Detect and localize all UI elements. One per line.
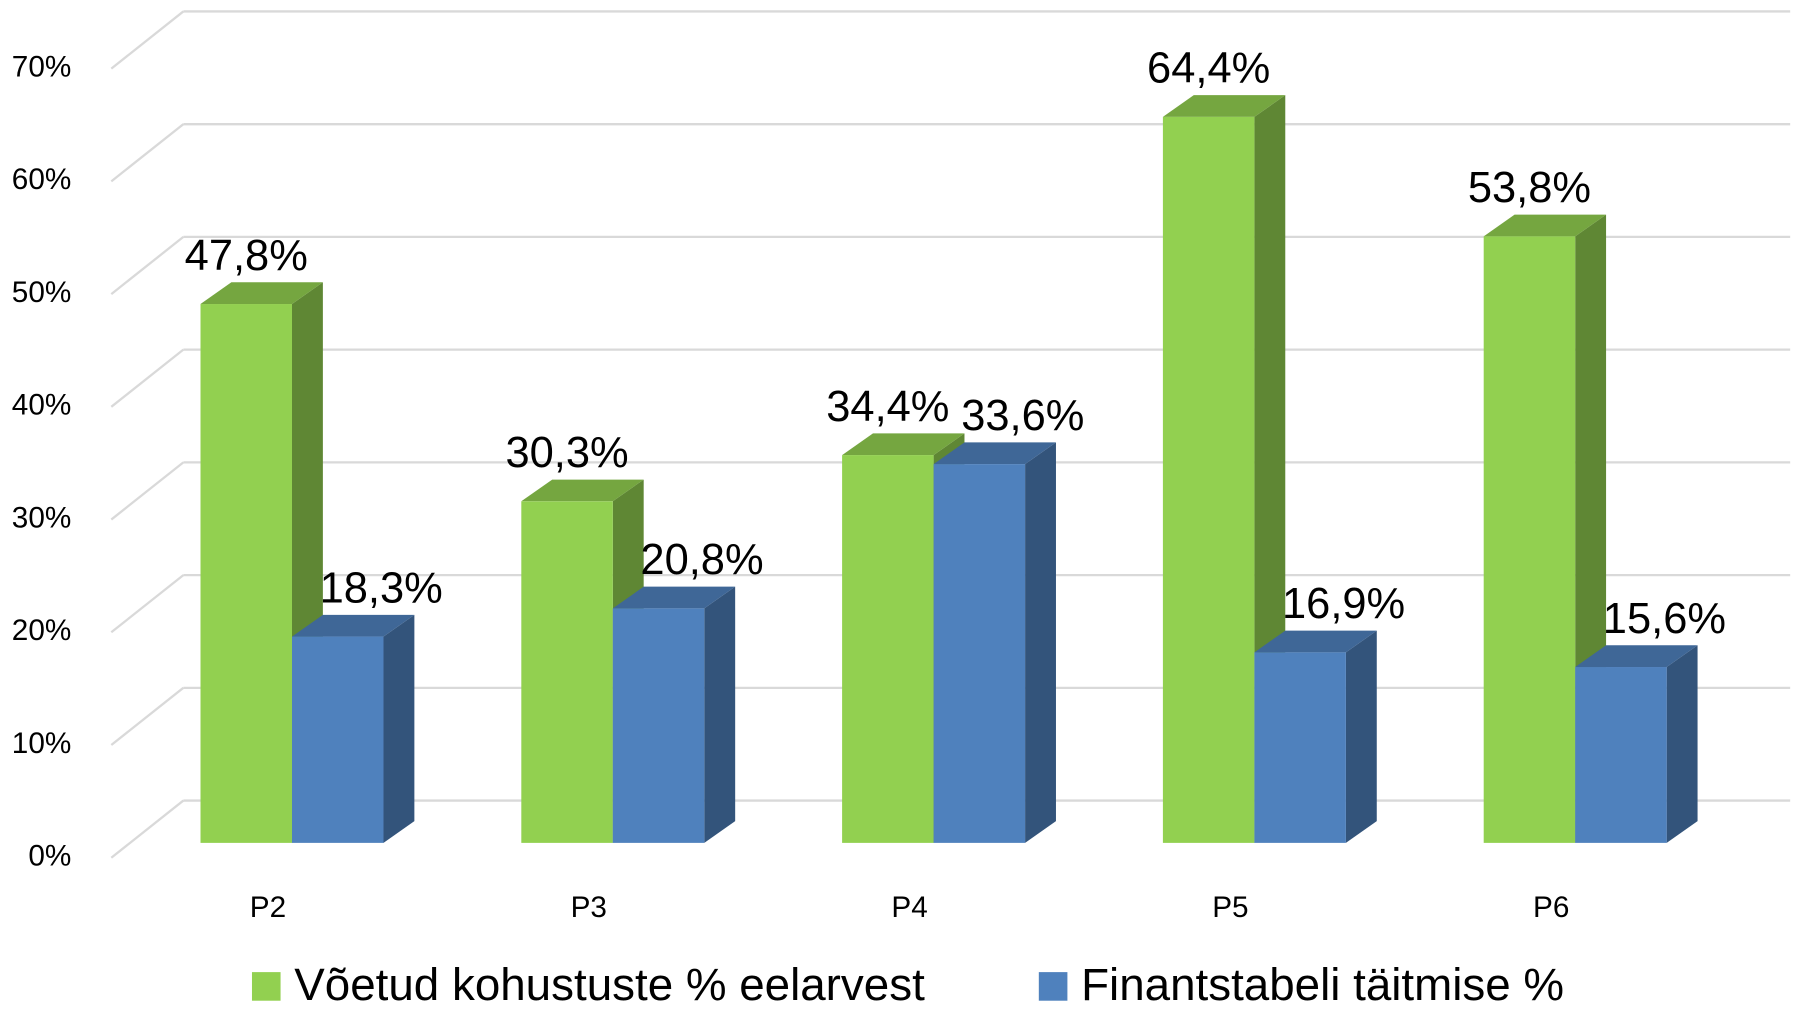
data-label: 53,8% xyxy=(1468,164,1591,212)
bar-top xyxy=(1483,214,1607,237)
bar xyxy=(933,464,1026,843)
x-tick-label: P2 xyxy=(250,891,286,924)
grid-diagonal xyxy=(110,236,185,295)
y-tick-label: 10% xyxy=(12,727,71,760)
x-tick-label: P5 xyxy=(1212,891,1248,924)
bar xyxy=(200,304,293,843)
legend-swatch xyxy=(1038,972,1068,1001)
y-tick-label: 40% xyxy=(12,389,71,422)
data-label: 33,6% xyxy=(961,392,1084,440)
grid-diagonal xyxy=(110,348,185,408)
grid-diagonal xyxy=(110,461,185,521)
x-tick-label: P6 xyxy=(1533,891,1569,924)
bar-top xyxy=(933,442,1056,465)
bar xyxy=(1162,116,1255,843)
data-label: 64,4% xyxy=(1147,45,1270,93)
bar xyxy=(842,455,934,843)
x-tick-label: P4 xyxy=(891,891,927,924)
y-tick-label: 60% xyxy=(12,163,71,196)
data-label: 30,3% xyxy=(505,429,628,477)
y-tick-label: 70% xyxy=(12,50,71,83)
bar-top xyxy=(1575,645,1698,668)
bar-top xyxy=(612,586,736,609)
grid-diagonal xyxy=(110,123,185,183)
bar-side xyxy=(1345,630,1377,843)
grid-diagonal xyxy=(110,574,185,634)
bar-top xyxy=(1254,630,1377,653)
data-label: 15,6% xyxy=(1603,595,1726,643)
bar xyxy=(1483,236,1576,843)
grid-diagonal xyxy=(110,799,185,859)
data-label: 20,8% xyxy=(640,536,763,584)
bar-top xyxy=(1162,95,1286,117)
bar xyxy=(1254,652,1346,843)
grid-diagonal xyxy=(110,686,185,746)
legend-swatch xyxy=(251,972,281,1001)
bar xyxy=(1575,667,1667,843)
bar-top xyxy=(200,282,323,305)
y-tick-label: 20% xyxy=(12,614,71,647)
data-label: 18,3% xyxy=(320,564,443,612)
y-tick-label: 0% xyxy=(28,840,71,873)
data-label: 34,4% xyxy=(826,383,949,431)
x-tick-label: P3 xyxy=(571,891,607,924)
bar xyxy=(292,636,384,843)
bar xyxy=(521,501,613,843)
bar-side xyxy=(383,614,415,843)
data-label: 16,9% xyxy=(1282,580,1405,628)
y-tick-label: 30% xyxy=(12,501,71,534)
bar-side xyxy=(1025,442,1056,843)
bar-side xyxy=(704,586,736,843)
grid-diagonal xyxy=(110,10,185,70)
bar-top xyxy=(842,433,965,456)
legend-label: Võetud kohustuste % eelarvest xyxy=(294,959,925,1010)
data-label: 47,8% xyxy=(185,232,308,280)
bar-top xyxy=(292,614,415,637)
y-tick-label: 50% xyxy=(12,276,71,309)
bar-top xyxy=(521,479,644,502)
legend-label: Finantstabeli täitmise % xyxy=(1081,959,1564,1010)
bar-side xyxy=(1666,645,1698,843)
bar xyxy=(612,608,705,843)
